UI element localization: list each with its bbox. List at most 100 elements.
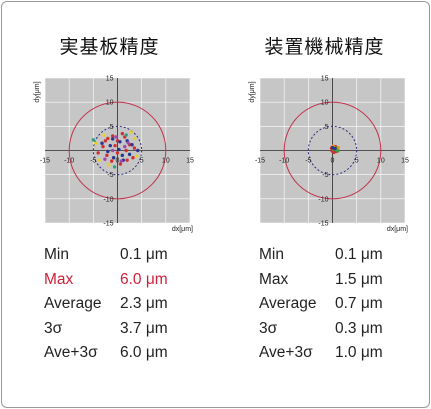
data-point xyxy=(108,143,112,148)
data-point xyxy=(114,135,118,139)
data-point xyxy=(106,136,110,141)
stat-label: Average xyxy=(259,295,317,312)
stat-label: Ave+3σ xyxy=(44,344,98,361)
data-point xyxy=(124,133,128,137)
y-tick-label: -15 xyxy=(103,221,113,228)
data-point xyxy=(103,139,108,143)
stat-value: 6.0 μm xyxy=(120,344,168,361)
data-point xyxy=(103,157,107,161)
x-tick-label: 15 xyxy=(401,158,409,165)
data-point xyxy=(100,141,104,145)
stat-value: 3.7 μm xyxy=(120,319,168,337)
data-point xyxy=(101,144,105,149)
data-point xyxy=(105,153,109,158)
data-point xyxy=(131,156,135,160)
stats-row: Ave+3σ 1.0 μm xyxy=(217,344,431,366)
data-point xyxy=(115,151,120,155)
x-tick-label: -5 xyxy=(90,158,96,165)
stats-row: Min 0.1 μm xyxy=(2,246,217,268)
stat-label: Min xyxy=(259,246,284,263)
y-tick-label: -15 xyxy=(318,221,328,228)
data-point xyxy=(96,151,100,155)
data-point xyxy=(330,145,335,150)
y-tick-label: 10 xyxy=(106,100,114,107)
tolerance-circle xyxy=(92,125,143,176)
y-tick-label: -5 xyxy=(322,172,328,179)
data-point xyxy=(118,162,123,166)
stat-label: 3σ xyxy=(259,319,278,337)
data-point xyxy=(110,148,115,153)
stat-value: 0.3 μm xyxy=(335,319,383,337)
data-point xyxy=(97,158,101,162)
data-point xyxy=(106,149,110,154)
data-point xyxy=(124,148,128,153)
stat-value: 0.1 μm xyxy=(335,246,383,263)
tolerance-circle xyxy=(307,125,358,176)
x-tick-label: 10 xyxy=(377,158,385,165)
y-tick-label: 15 xyxy=(106,76,114,83)
stats-row: Min 0.1 μm xyxy=(217,246,431,268)
y-tick-label: 5 xyxy=(325,124,329,131)
data-point xyxy=(110,137,115,141)
y-tick-label: 10 xyxy=(321,100,329,107)
data-point xyxy=(94,141,98,145)
y-axis-label: dy[μm] xyxy=(34,81,41,102)
panel-board-accuracy: 実基板精度 -15 -15 -10 -10 -5 -5 0 5 5 10 10 15 15 dx[μm] d… xyxy=(2,2,217,407)
stats-row: Average 0.7 μm xyxy=(217,295,431,317)
stat-value: 0.7 μm xyxy=(335,295,383,312)
stat-value: 1.0 μm xyxy=(335,344,383,361)
stats-row: Max 1.5 μm xyxy=(217,271,431,293)
x-tick-label: -15 xyxy=(255,158,265,165)
stat-value: 1.5 μm xyxy=(335,270,383,288)
data-point xyxy=(126,141,130,145)
data-point xyxy=(132,146,137,150)
x-tick-label: 0 xyxy=(116,158,120,165)
tolerance-circle xyxy=(68,101,167,200)
chart-title: 実基板精度 xyxy=(59,36,160,58)
x-tick-label: 10 xyxy=(162,158,170,165)
data-point xyxy=(118,140,122,144)
data-point xyxy=(135,154,139,158)
x-tick-label: -15 xyxy=(40,158,50,165)
data-point xyxy=(110,134,115,138)
x-axis-label: dx[μm] xyxy=(387,226,408,233)
data-point xyxy=(120,131,125,136)
x-tick-label: -10 xyxy=(279,158,289,165)
stat-value: 6.0 μm xyxy=(120,270,168,288)
data-point xyxy=(125,158,129,162)
stat-label: Max xyxy=(44,270,74,288)
y-tick-label: 15 xyxy=(321,76,329,83)
stat-label: Average xyxy=(44,295,102,312)
data-point xyxy=(112,165,117,169)
x-tick-label: 0 xyxy=(331,158,335,165)
stat-value: 2.3 μm xyxy=(120,295,168,312)
y-tick-label: -10 xyxy=(103,196,113,203)
x-tick-label: -10 xyxy=(64,158,74,165)
data-point xyxy=(120,153,125,158)
chart-title: 装置機械精度 xyxy=(264,36,385,58)
panel-machine-accuracy: 装置機械精度 -15 -15 -10 -10 -5 -5 0 5 5 10 10 15 15 dx[μm]… xyxy=(217,2,431,407)
stat-value: 0.1 μm xyxy=(120,246,168,263)
data-point xyxy=(127,152,132,157)
y-tick-label: -10 xyxy=(318,196,328,203)
data-point xyxy=(136,148,140,153)
x-tick-label: -5 xyxy=(305,158,311,165)
x-axis-label: dx[μm] xyxy=(172,226,193,233)
y-tick-label: -5 xyxy=(107,172,113,179)
stat-label: Ave+3σ xyxy=(259,344,313,361)
data-point xyxy=(102,133,106,137)
y-tick-label: 5 xyxy=(110,124,114,131)
data-point xyxy=(91,138,96,142)
tolerance-circle xyxy=(283,101,382,200)
data-point xyxy=(336,149,340,153)
x-tick-label: 15 xyxy=(186,158,194,165)
stats-row: 3σ 3.7 μm xyxy=(2,320,217,342)
stat-label: Min xyxy=(44,246,69,263)
x-tick-label: 5 xyxy=(355,158,359,165)
data-point xyxy=(107,163,111,167)
x-tick-label: 5 xyxy=(140,158,144,165)
data-point xyxy=(123,144,127,149)
